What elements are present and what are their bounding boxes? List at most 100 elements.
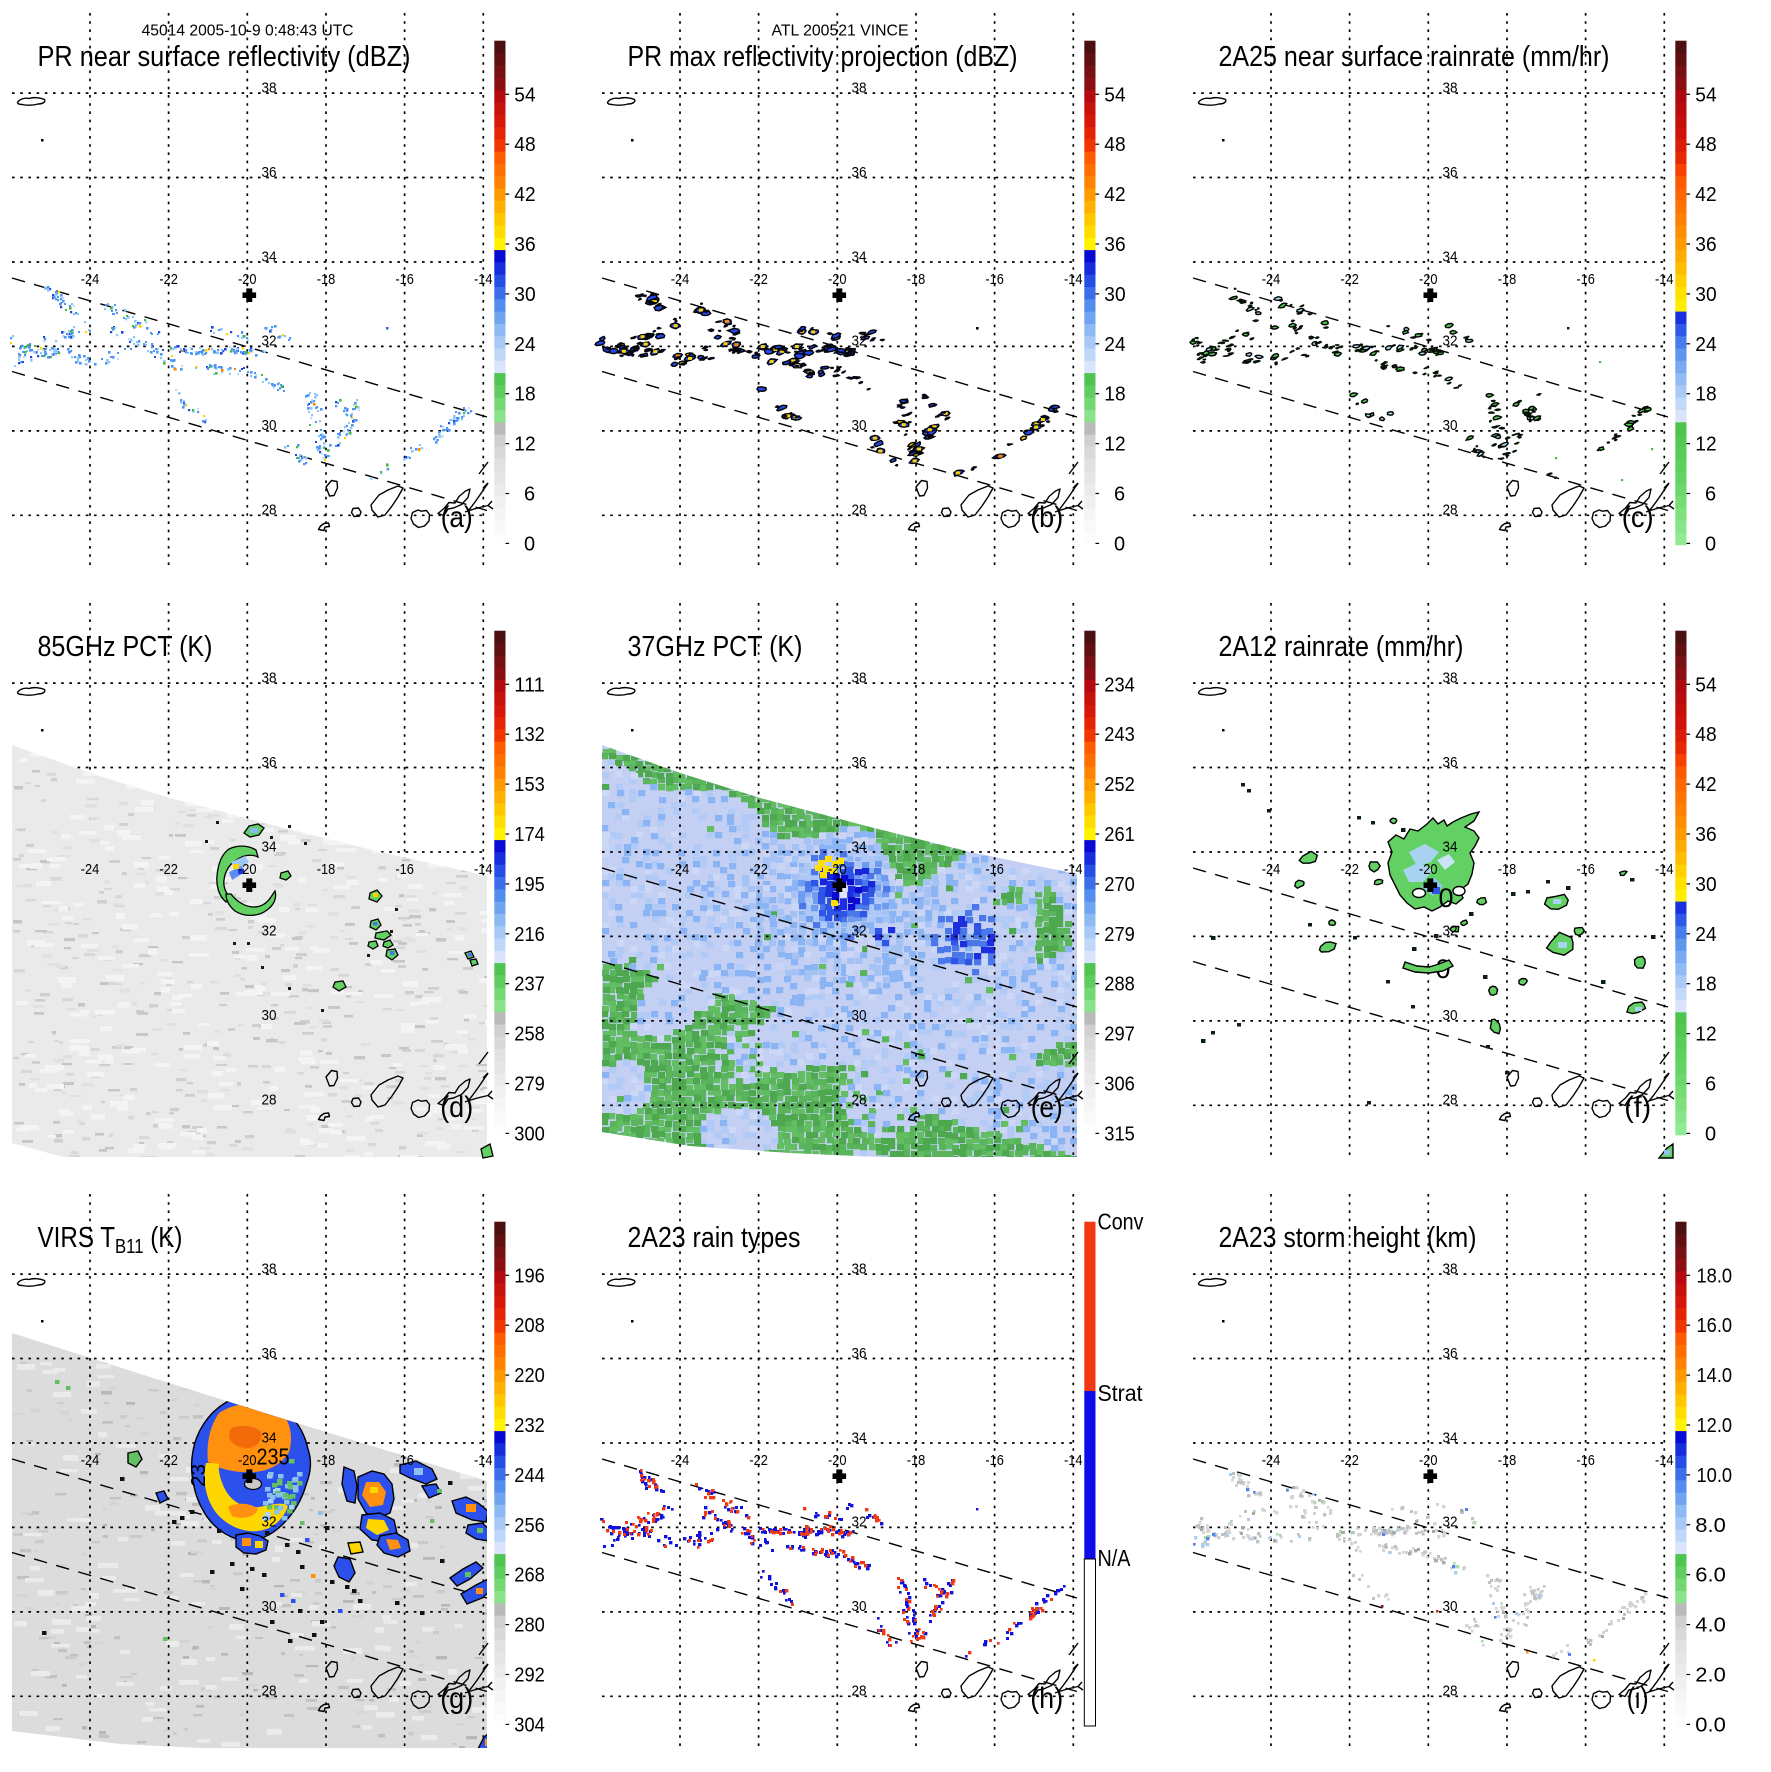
svg-text:36: 36	[1442, 754, 1457, 771]
svg-text:4.0: 4.0	[1695, 1614, 1726, 1636]
svg-text:Conv: Conv	[1098, 1208, 1144, 1234]
svg-text:-20: -20	[828, 1452, 847, 1469]
svg-text:42: 42	[1695, 184, 1716, 206]
svg-text:(h): (h)	[1030, 1682, 1063, 1715]
svg-text:-22: -22	[750, 1452, 769, 1469]
svg-text:36: 36	[1695, 234, 1716, 256]
svg-text:(f): (f)	[1624, 1091, 1651, 1124]
svg-text:30: 30	[852, 417, 867, 434]
svg-text:24: 24	[1695, 924, 1716, 946]
svg-text:38: 38	[1442, 1260, 1457, 1277]
svg-text:-20: -20	[238, 861, 257, 878]
svg-text:18.0: 18.0	[1696, 1265, 1732, 1287]
svg-text:ATL 200521 VINCE: ATL 200521 VINCE	[772, 23, 909, 40]
svg-text:-22: -22	[1340, 861, 1359, 878]
svg-text:54: 54	[1105, 84, 1126, 106]
svg-text:34: 34	[852, 248, 867, 265]
svg-text:6.0: 6.0	[1695, 1564, 1726, 1586]
svg-text:292: 292	[514, 1664, 545, 1686]
svg-text:-20: -20	[238, 271, 257, 288]
svg-text:36: 36	[1442, 164, 1457, 181]
svg-text:8.0: 8.0	[1695, 1514, 1726, 1536]
svg-text:-20: -20	[1419, 861, 1438, 878]
svg-text:36: 36	[514, 234, 535, 256]
svg-text:-24: -24	[81, 1452, 100, 1469]
svg-text:(e): (e)	[1031, 1091, 1063, 1124]
svg-text:24: 24	[1695, 334, 1716, 356]
svg-text:-14: -14	[474, 271, 493, 288]
svg-text:-24: -24	[671, 861, 690, 878]
svg-text:-14: -14	[1655, 861, 1674, 878]
svg-text:-18: -18	[907, 271, 926, 288]
svg-text:32: 32	[852, 923, 867, 940]
svg-text:(a): (a)	[441, 501, 473, 534]
svg-text:36: 36	[852, 754, 867, 771]
svg-text:38: 38	[262, 670, 277, 687]
svg-text:VIRS TB11 (K): VIRS TB11 (K)	[38, 1222, 183, 1258]
svg-text:-16: -16	[1576, 1452, 1595, 1469]
svg-text:252: 252	[1105, 774, 1136, 796]
svg-text:-16: -16	[395, 861, 414, 878]
svg-text:304: 304	[514, 1714, 545, 1736]
svg-text:132: 132	[514, 724, 545, 746]
svg-text:2.0: 2.0	[1695, 1664, 1726, 1686]
svg-text:2A23 rain types: 2A23 rain types	[628, 1222, 801, 1254]
svg-text:30: 30	[1695, 874, 1716, 896]
svg-text:300: 300	[514, 1124, 545, 1146]
svg-text:288: 288	[1105, 974, 1136, 996]
svg-text:30: 30	[1442, 1007, 1457, 1024]
svg-text:37GHz PCT (K): 37GHz PCT (K)	[628, 631, 803, 663]
svg-text:48: 48	[1695, 724, 1716, 746]
svg-text:34: 34	[1442, 248, 1457, 265]
svg-text:268: 268	[514, 1564, 545, 1586]
svg-text:(c): (c)	[1621, 501, 1653, 534]
svg-text:0: 0	[1438, 883, 1453, 913]
svg-text:54: 54	[1695, 84, 1716, 106]
svg-text:42: 42	[1105, 184, 1126, 206]
svg-text:-18: -18	[1497, 861, 1516, 878]
svg-text:-24: -24	[81, 861, 100, 878]
svg-text:-14: -14	[1064, 861, 1083, 878]
svg-text:36: 36	[262, 754, 277, 771]
svg-text:(g): (g)	[440, 1682, 473, 1715]
svg-text:48: 48	[1105, 134, 1126, 156]
svg-text:-24: -24	[1261, 1452, 1280, 1469]
svg-text:2A23 storm height (km): 2A23 storm height (km)	[1218, 1222, 1476, 1254]
svg-text:-24: -24	[1261, 271, 1280, 288]
svg-text:38: 38	[262, 79, 277, 96]
svg-text:30: 30	[1695, 284, 1716, 306]
svg-text:6: 6	[524, 484, 535, 506]
svg-text:(d): (d)	[440, 1091, 473, 1124]
svg-text:-18: -18	[907, 861, 926, 878]
svg-text:10.0: 10.0	[1696, 1465, 1732, 1487]
svg-text:28: 28	[262, 1682, 277, 1699]
svg-text:-18: -18	[907, 1452, 926, 1469]
svg-text:6: 6	[1114, 484, 1125, 506]
svg-text:36: 36	[262, 164, 277, 181]
svg-text:36: 36	[1442, 1344, 1457, 1361]
svg-text:-14: -14	[1064, 271, 1083, 288]
svg-text:30: 30	[262, 417, 277, 434]
svg-text:12: 12	[1695, 434, 1716, 456]
svg-text:0: 0	[1705, 533, 1716, 555]
svg-text:2A25 near surface rainrate (mm: 2A25 near surface rainrate (mm/hr)	[1218, 41, 1609, 73]
svg-text:-24: -24	[671, 271, 690, 288]
svg-text:237: 237	[514, 974, 545, 996]
svg-text:-16: -16	[1576, 271, 1595, 288]
svg-text:-18: -18	[1497, 1452, 1516, 1469]
svg-text:6: 6	[1705, 1074, 1716, 1096]
svg-text:-24: -24	[81, 271, 100, 288]
svg-text:30: 30	[1442, 1598, 1457, 1615]
svg-text:153: 153	[514, 774, 545, 796]
svg-text:18: 18	[1105, 384, 1126, 406]
svg-text:306: 306	[1105, 1074, 1136, 1096]
svg-text:34: 34	[852, 839, 867, 856]
svg-text:270: 270	[1105, 874, 1136, 896]
svg-text:34: 34	[262, 1429, 277, 1446]
svg-text:30: 30	[262, 1007, 277, 1024]
svg-text:(b): (b)	[1030, 501, 1063, 534]
svg-text:42: 42	[1695, 774, 1716, 796]
svg-text:216: 216	[514, 924, 545, 946]
svg-text:-16: -16	[986, 271, 1005, 288]
svg-text:38: 38	[852, 670, 867, 687]
